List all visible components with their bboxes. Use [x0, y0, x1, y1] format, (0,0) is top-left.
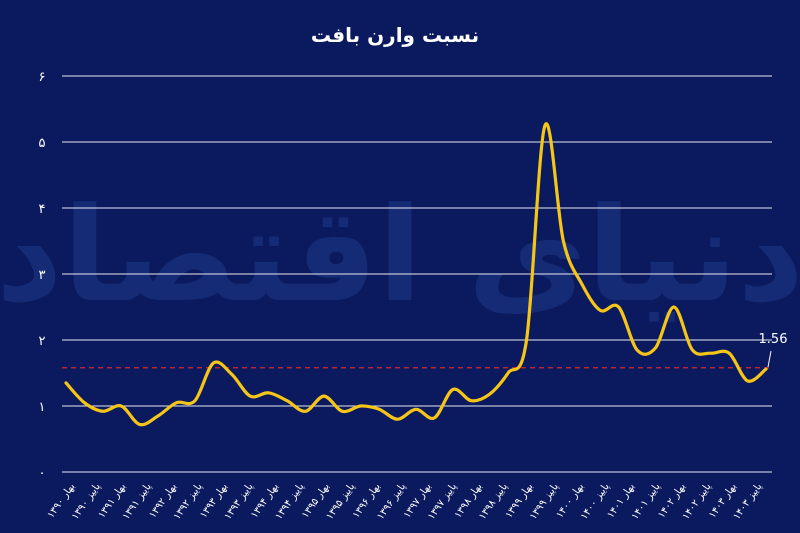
y-tick-label: ۰	[39, 466, 46, 481]
y-tick-label: ۴	[39, 202, 46, 217]
annotation-group: 1.56	[759, 332, 788, 368]
y-tick-label: ۵	[39, 136, 46, 151]
grid-lines	[62, 75, 772, 473]
y-axis-ticks: ۰ ۱ ۲ ۳ ۴ ۵ ۶	[39, 70, 46, 481]
y-tick-label: ۱	[39, 400, 46, 415]
watermark-logo: دنیای اقتصاد	[0, 179, 800, 331]
annotation-leader	[767, 350, 772, 368]
y-tick-label: ۳	[39, 268, 46, 283]
series-line	[64, 122, 768, 427]
y-tick-label: ۲	[39, 334, 46, 349]
series-group	[64, 122, 768, 427]
chart-title: نسبت وارن بافت	[311, 23, 479, 47]
y-tick-label: ۶	[39, 70, 46, 85]
annotation-label: 1.56	[759, 332, 788, 347]
